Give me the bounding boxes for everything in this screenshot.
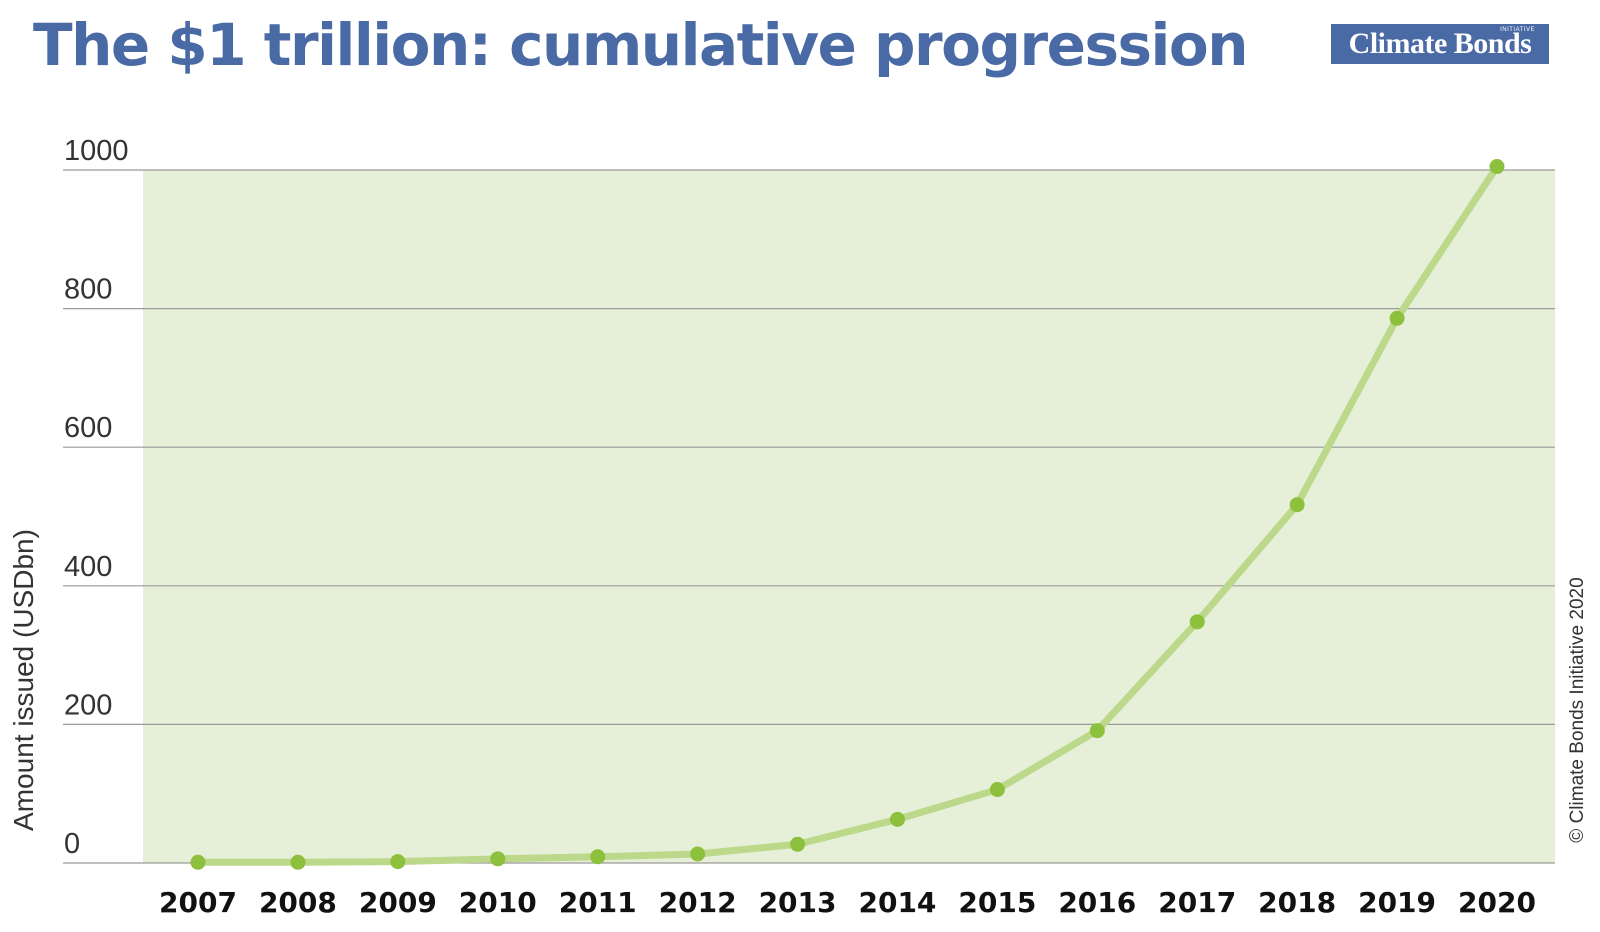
data-point-2010 (490, 851, 506, 867)
x-tick-label-2016: 2016 (1058, 886, 1136, 919)
data-point-2015 (989, 782, 1005, 798)
y-tick-label-0: 0 (64, 828, 80, 860)
x-tick-label-2011: 2011 (559, 886, 637, 919)
series-line (194, 163, 1501, 866)
x-tick-label-2018: 2018 (1258, 886, 1336, 919)
climate-bonds-logo: Climate Bonds INITIATIVE (1331, 24, 1549, 64)
logo-text: Climate Bonds (1348, 27, 1532, 60)
x-tick-label-2017: 2017 (1158, 886, 1236, 919)
data-point-2014 (889, 811, 905, 827)
x-tick-label-2014: 2014 (858, 886, 936, 919)
data-point-2018 (1289, 497, 1305, 513)
data-point-2009 (390, 854, 406, 870)
y-axis-label: Amount issued (USDbn) (8, 529, 39, 831)
x-tick-label-2020: 2020 (1458, 886, 1536, 919)
data-point-2008 (290, 854, 306, 870)
data-point-2016 (1089, 723, 1105, 739)
data-point-2013 (790, 836, 806, 852)
x-tick-label-2015: 2015 (958, 886, 1036, 919)
x-tick-label-2009: 2009 (359, 886, 437, 919)
y-tick-label-400: 400 (64, 551, 112, 583)
plot-background (143, 170, 1555, 863)
x-tick-label-2013: 2013 (759, 886, 837, 919)
y-tick-label-800: 800 (64, 274, 112, 306)
x-tick-label-2012: 2012 (659, 886, 737, 919)
x-tick-label-2010: 2010 (459, 886, 537, 919)
x-tick-label-2008: 2008 (259, 886, 337, 919)
y-tick-label-1000: 1000 (64, 135, 129, 167)
data-point-2020 (1489, 159, 1505, 175)
data-point-2019 (1389, 310, 1405, 326)
chart-title: The $1 trillion: cumulative progression (33, 11, 1249, 79)
data-point-2012 (690, 846, 706, 862)
series-cumulative (190, 159, 1505, 870)
data-point-2017 (1189, 614, 1205, 630)
data-point-2007 (190, 854, 206, 870)
x-tick-label-2007: 2007 (159, 886, 237, 919)
y-tick-label-600: 600 (64, 412, 112, 444)
x-tick-labels: 2007 2008 2009 2010 2011 2012 2013 2014 2015 2016… (159, 886, 1536, 919)
x-tick-label-2019: 2019 (1358, 886, 1436, 919)
logo-subtext: INITIATIVE (1500, 27, 1535, 33)
y-tick-labels: 0 200 400 600 800 1000 (64, 135, 129, 860)
copyright-notice: © Climate Bonds Initiative 2020 (1567, 577, 1588, 843)
y-tick-label-200: 200 (64, 689, 112, 721)
grid-lines (63, 169, 1555, 864)
data-point-2011 (590, 849, 606, 865)
